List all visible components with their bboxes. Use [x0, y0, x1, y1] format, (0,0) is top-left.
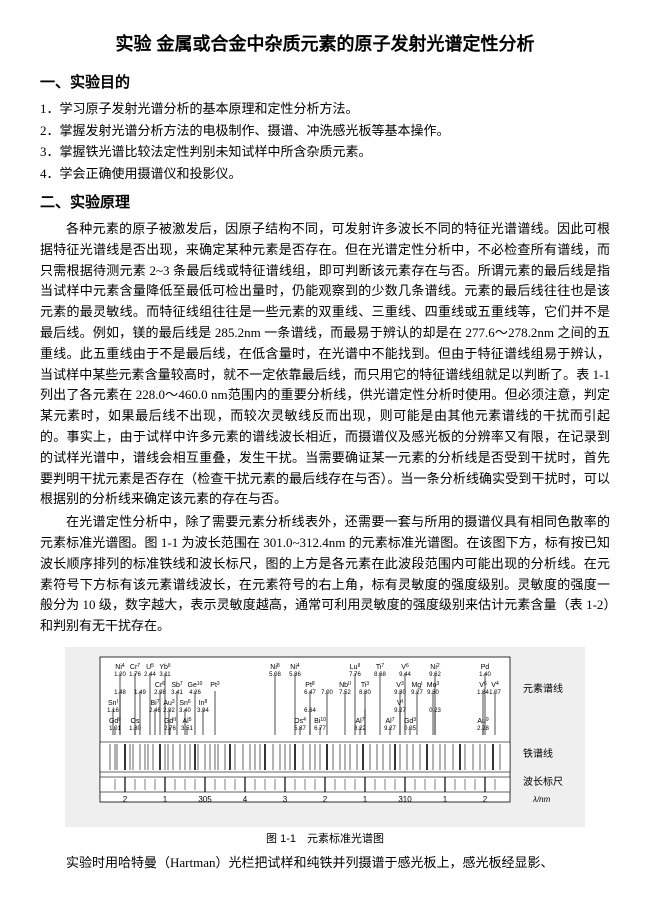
svg-text:2.46: 2.46: [149, 708, 161, 714]
svg-text:7.00: 7.00: [321, 690, 333, 696]
section2-heading: 二、实验原理: [40, 191, 610, 215]
goal-item: 4．学会正确使用摄谱仪和投影仪。: [40, 164, 610, 185]
svg-text:1.16: 1.16: [107, 708, 119, 714]
svg-text:1: 1: [163, 795, 168, 804]
svg-text:1.84: 1.84: [477, 690, 489, 696]
svg-text:5.08: 5.08: [269, 672, 281, 678]
svg-text:铁谱线: 铁谱线: [523, 747, 553, 760]
svg-text:7.76: 7.76: [349, 672, 361, 678]
svg-text:9.62: 9.62: [429, 672, 441, 678]
svg-text:9.27: 9.27: [411, 690, 423, 696]
page-title: 实验 金属或合金中杂质元素的原子发射光谱定性分析: [40, 30, 610, 59]
svg-text:1.49: 1.49: [134, 690, 146, 696]
svg-text:310: 310: [398, 795, 412, 804]
svg-text:305: 305: [198, 795, 212, 804]
svg-text:4: 4: [243, 795, 248, 804]
svg-text:λ/nm: λ/nm: [532, 795, 551, 804]
svg-text:8.80: 8.80: [359, 690, 371, 696]
svg-text:6.64: 6.64: [304, 708, 316, 714]
svg-text:1.20: 1.20: [114, 672, 126, 678]
svg-text:6.47: 6.47: [304, 690, 316, 696]
figure-caption: 图 1-1 元素标准光谱图: [65, 831, 585, 849]
svg-text:MgI: MgI: [411, 681, 422, 689]
svg-text:2.98: 2.98: [154, 690, 166, 696]
goal-item: 2．掌握发射光谱分析方法的电极制作、摄谱、冲洗感光板等基本操作。: [40, 121, 610, 142]
svg-text:3.41: 3.41: [171, 690, 183, 696]
svg-text:1.80: 1.80: [129, 726, 141, 732]
svg-text:2: 2: [323, 795, 328, 804]
svg-text:Os: Os: [131, 718, 140, 725]
svg-text:波长标尺: 波长标尺: [523, 775, 563, 788]
svg-text:元素谱线: 元素谱线: [523, 682, 563, 695]
svg-text:2: 2: [483, 795, 488, 804]
svg-text:Pd: Pd: [481, 664, 490, 671]
svg-text:5.36: 5.36: [289, 672, 301, 678]
svg-text:7.52: 7.52: [339, 690, 351, 696]
figure-1-1: Ni41.20Cr71.76U52.44YbII3.11Ni85.08Ni45.…: [65, 647, 585, 849]
svg-text:9.30: 9.30: [427, 690, 439, 696]
svg-text:3.94: 3.94: [197, 708, 209, 714]
svg-text:8.22: 8.22: [354, 726, 366, 732]
svg-text:2.92: 2.92: [163, 708, 175, 714]
spectrum-diagram: Ni41.20Cr71.76U52.44YbII3.11Ni85.08Ni45.…: [65, 647, 585, 827]
svg-text:2.28: 2.28: [477, 726, 489, 732]
svg-text:2.44: 2.44: [144, 672, 156, 678]
svg-text:6.77: 6.77: [314, 726, 326, 732]
svg-text:1.48: 1.48: [114, 690, 126, 696]
svg-text:8.68: 8.68: [374, 672, 386, 678]
svg-text:2: 2: [123, 795, 128, 804]
svg-text:9.44: 9.44: [399, 672, 411, 678]
svg-text:1.40: 1.40: [479, 672, 491, 678]
section1-heading: 一、实验目的: [40, 71, 610, 95]
svg-text:9.27: 9.27: [394, 708, 406, 714]
svg-text:1: 1: [363, 795, 368, 804]
svg-text:1: 1: [443, 795, 448, 804]
svg-text:5.87: 5.87: [294, 726, 306, 732]
svg-text:3.51: 3.51: [181, 726, 193, 732]
svg-text:SnI: SnI: [108, 699, 118, 707]
svg-text:4.26: 4.26: [189, 690, 201, 696]
svg-text:3: 3: [283, 795, 288, 804]
svg-text:0.05: 0.05: [404, 726, 416, 732]
svg-text:9.30: 9.30: [394, 690, 406, 696]
svg-text:9.27: 9.27: [384, 726, 396, 732]
svg-text:2.76: 2.76: [164, 726, 176, 732]
svg-text:3.40: 3.40: [179, 708, 191, 714]
svg-text:0.23: 0.23: [429, 708, 441, 714]
principle-para: 在光谱定性分析中，除了需要元素分析线表外，还需要一套与所用的摄谱仪具有相同色散率…: [40, 512, 610, 637]
svg-text:1.07: 1.07: [489, 690, 501, 696]
svg-text:1.76: 1.76: [129, 672, 141, 678]
closing-para: 实验时用哈特曼（Hartman）光栏把试样和纯铁并列摄谱于感光板上，感光板经显影…: [40, 853, 610, 874]
svg-text:1.01: 1.01: [109, 726, 121, 732]
principle-para: 各种元素的原子被激发后，因原子结构不同，可发射许多波长不同的特征光谱谱线。因此可…: [40, 219, 610, 510]
goal-item: 1．学习原子发射光谱分析的基本原理和定性分析方法。: [40, 99, 610, 120]
goal-item: 3．掌握铁光谱比较法定性判别未知试样中所含杂质元素。: [40, 142, 610, 163]
svg-text:3.11: 3.11: [159, 672, 171, 678]
